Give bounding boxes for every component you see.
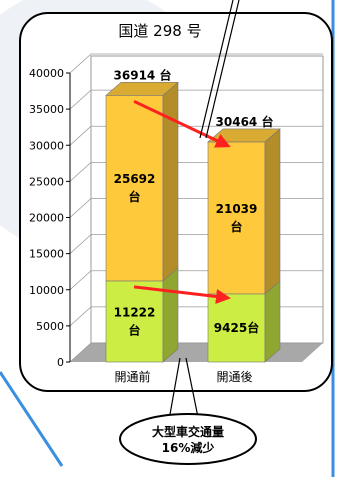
- change-arrows: [133, 99, 231, 304]
- total-value-label: 30464 台: [216, 114, 274, 129]
- annotation-line-2: 16%減少: [162, 440, 215, 455]
- grid-line: [69, 53, 323, 74]
- y-tick-label: 10000: [29, 284, 64, 297]
- category-label: 開通前: [114, 369, 150, 384]
- segment-value-label: 11222: [114, 305, 156, 319]
- segment-value-label: 台: [128, 322, 140, 337]
- y-tick-label: 35000: [29, 103, 64, 116]
- y-tick-label: 0: [57, 356, 64, 369]
- y-tick-label: 5000: [36, 320, 64, 333]
- y-tick-label: 30000: [29, 139, 64, 152]
- y-tick-label: 40000: [29, 67, 64, 80]
- category-labels: 開通前 開通後: [114, 369, 252, 384]
- y-axis: 0 5000 10000 15000 20000 25000 30000 35000 40000: [29, 67, 71, 369]
- category-label: 開通後: [216, 370, 252, 384]
- segment-value-label: 台: [128, 189, 140, 204]
- chart-title: 国道 298 号: [118, 22, 201, 40]
- segment-value-label: 25692: [114, 172, 156, 186]
- y-tick-label: 15000: [29, 248, 64, 261]
- segment-value-label: 9425台: [214, 320, 259, 335]
- bar-segment: [105, 81, 179, 282]
- y-tick-label: 25000: [29, 175, 64, 188]
- annotation-callout: [119, 413, 257, 465]
- change-arrow: [133, 99, 231, 148]
- segment-value-label: 21039: [216, 202, 258, 216]
- total-value-label: 36914 台: [114, 67, 172, 82]
- annotation-line-1: 大型車交通量: [152, 424, 224, 439]
- grid-line: [69, 125, 323, 146]
- segment-value-label: 台: [230, 219, 242, 234]
- bars: [105, 81, 281, 363]
- bar-labels: 11222 台 25692 台 36914 台 9425台 21039 台 30464 台: [114, 67, 274, 337]
- bar-segment: [207, 128, 281, 295]
- grid-line: [69, 89, 323, 110]
- y-tick-label: 20000: [29, 212, 64, 225]
- change-arrow: [133, 285, 231, 304]
